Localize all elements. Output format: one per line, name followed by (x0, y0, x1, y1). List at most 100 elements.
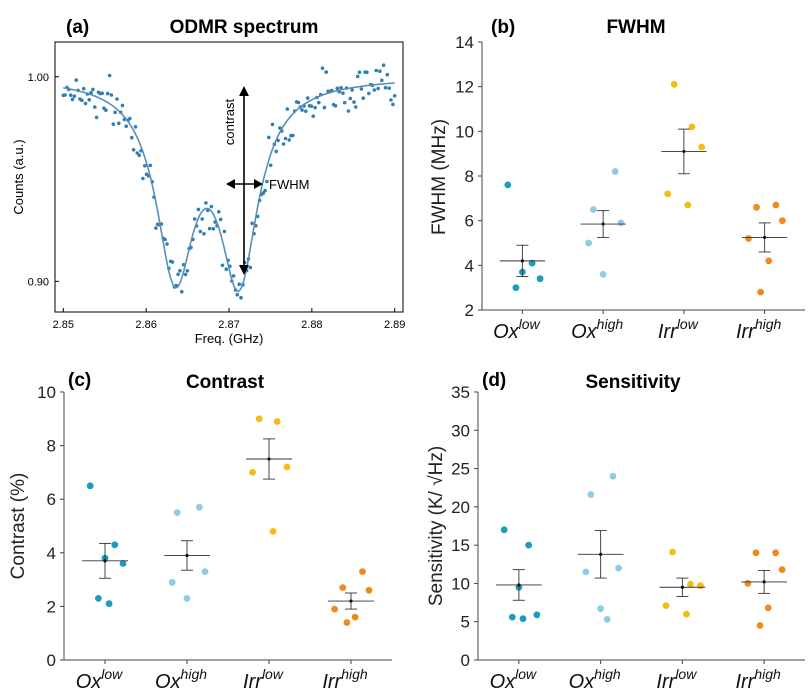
odmr-data-point (376, 86, 380, 91)
odmr-data-point (322, 105, 327, 110)
odmr-data-point (274, 149, 279, 154)
data-point (617, 219, 625, 227)
y-tick-label: 10 (451, 574, 470, 593)
data-point (603, 616, 611, 623)
odmr-data-point (163, 237, 167, 242)
odmr-data-point (115, 97, 119, 101)
odmr-data-point (313, 105, 317, 110)
y-axis-label-a: Counts (a.u.) (11, 139, 26, 214)
category-label-base: Irr (736, 321, 756, 343)
data-point (599, 270, 607, 278)
data-point (331, 605, 338, 613)
category-label: Oxhigh (571, 316, 623, 343)
data-point (86, 482, 94, 490)
odmr-data-point (320, 66, 325, 70)
odmr-data-point (198, 229, 203, 234)
odmr-data-point (104, 108, 108, 112)
data-point (664, 190, 672, 198)
data-point (757, 288, 764, 296)
data-point (764, 604, 772, 612)
data-point (697, 582, 704, 590)
data-point (669, 548, 676, 556)
odmr-data-point (224, 267, 228, 272)
odmr-data-point (231, 274, 236, 278)
data-point (168, 578, 176, 586)
odmr-data-point (93, 105, 97, 109)
data-point (183, 595, 191, 602)
odmr-data-point (63, 93, 67, 97)
y-tick-label: 10 (37, 383, 56, 402)
data-point (351, 613, 359, 621)
data-point (582, 568, 590, 576)
odmr-data-point (283, 136, 288, 141)
x-tick-label: 2.85 (53, 319, 74, 331)
data-point (533, 611, 541, 619)
y-tick-label: 8 (47, 437, 56, 456)
odmr-data-point (248, 265, 253, 270)
chart-title-fwhm: FWHM (606, 17, 665, 38)
odmr-data-point (235, 292, 240, 297)
odmr-data-point (352, 100, 356, 104)
mean-marker (599, 552, 603, 556)
category-label-superscript: low (675, 666, 697, 682)
fit-curve-a (63, 82, 395, 293)
data-point (512, 284, 520, 292)
data-point (343, 619, 351, 626)
odmr-data-point (239, 295, 243, 300)
y-tick-label: 8 (465, 167, 474, 186)
contrast-arrow-down-icon (239, 265, 249, 275)
data-point (687, 580, 694, 588)
odmr-data-point (374, 68, 379, 73)
y-tick-label: 6 (465, 212, 474, 231)
data-points-a (61, 63, 397, 300)
x-tick-label: 2.87 (218, 319, 239, 331)
odmr-data-point (361, 96, 366, 100)
data-point (111, 541, 119, 549)
data-point (772, 549, 779, 557)
odmr-data-point (341, 91, 345, 95)
odmr-data-point (192, 217, 197, 221)
data-point (95, 595, 102, 602)
odmr-data-point (133, 125, 138, 129)
y-axis-label-c: Contrast (%) (8, 473, 29, 580)
data-point (772, 201, 780, 209)
odmr-data-point (222, 229, 227, 234)
data-point (684, 201, 692, 209)
odmr-data-point (217, 210, 221, 214)
data-point (670, 81, 678, 88)
y-axis-label-d: Sensitivity (K/ √Hz) (426, 446, 447, 606)
y-tick-label: 15 (451, 536, 470, 555)
odmr-data-point (120, 103, 125, 108)
data-point (519, 615, 527, 623)
odmr-data-point (357, 70, 362, 75)
panel-d-sensitivity: (d) Sensitivity Sensitivity (K/ √Hz) 0 5 1… (426, 370, 805, 692)
odmr-data-point (346, 109, 351, 113)
category-label-base: Irr (735, 671, 755, 692)
odmr-data-point (124, 124, 128, 128)
odmr-data-point (309, 104, 314, 108)
odmr-data-point (70, 97, 75, 102)
category-label: Irrhigh (736, 316, 782, 343)
category-label: Oxhigh (569, 666, 621, 692)
data-point (683, 610, 690, 618)
odmr-data-point (200, 217, 204, 221)
category-label-superscript: high (341, 666, 368, 682)
odmr-data-point (389, 98, 393, 102)
odmr-data-point (176, 272, 180, 277)
y-tick-label: 14 (455, 33, 474, 52)
odmr-data-point (270, 122, 275, 127)
data-point (756, 622, 764, 629)
data-point (195, 503, 203, 511)
data-point (269, 528, 277, 535)
data-point (662, 602, 670, 609)
data-point (249, 469, 256, 476)
odmr-data-point (128, 116, 132, 121)
panel-label-c: (c) (68, 370, 91, 391)
category-label-base: Irr (322, 671, 342, 692)
data-point (752, 549, 760, 557)
y-tick-label: 2 (465, 301, 474, 320)
odmr-data-point (74, 78, 78, 82)
odmr-data-point (141, 176, 145, 181)
category-label-base: Irr (243, 671, 263, 692)
